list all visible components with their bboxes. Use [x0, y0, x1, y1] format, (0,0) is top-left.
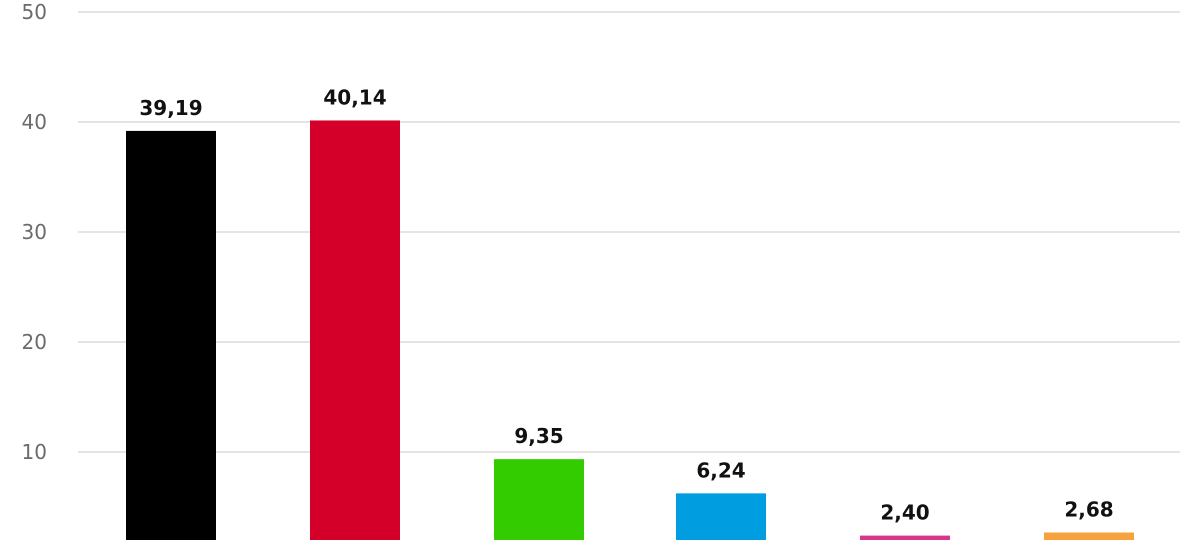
data-label-1: 39,19	[139, 96, 202, 120]
bar-2	[310, 120, 400, 540]
y-tick-label-40: 40	[22, 110, 47, 134]
bar-4	[676, 493, 766, 540]
data-label-6: 2,68	[1064, 498, 1113, 522]
y-axis-tick-labels: 10 20 30 40 50	[22, 0, 47, 464]
bar-3	[494, 459, 584, 540]
bar-5	[860, 535, 950, 540]
bar-1	[126, 130, 216, 540]
y-tick-label-30: 30	[22, 220, 47, 244]
gridlines	[78, 11, 1180, 453]
data-label-4: 6,24	[696, 458, 745, 482]
data-label-5: 2,40	[880, 501, 929, 525]
data-labels: 39,19 40,14 9,35 6,24 2,40 2,68	[139, 85, 1113, 524]
data-label-3: 9,35	[514, 424, 563, 448]
y-tick-label-20: 20	[22, 330, 47, 354]
y-tick-label-10: 10	[22, 440, 47, 464]
bar-6	[1044, 532, 1134, 540]
bars	[126, 120, 1134, 540]
data-label-2: 40,14	[323, 85, 386, 109]
y-tick-label-50: 50	[22, 0, 47, 24]
